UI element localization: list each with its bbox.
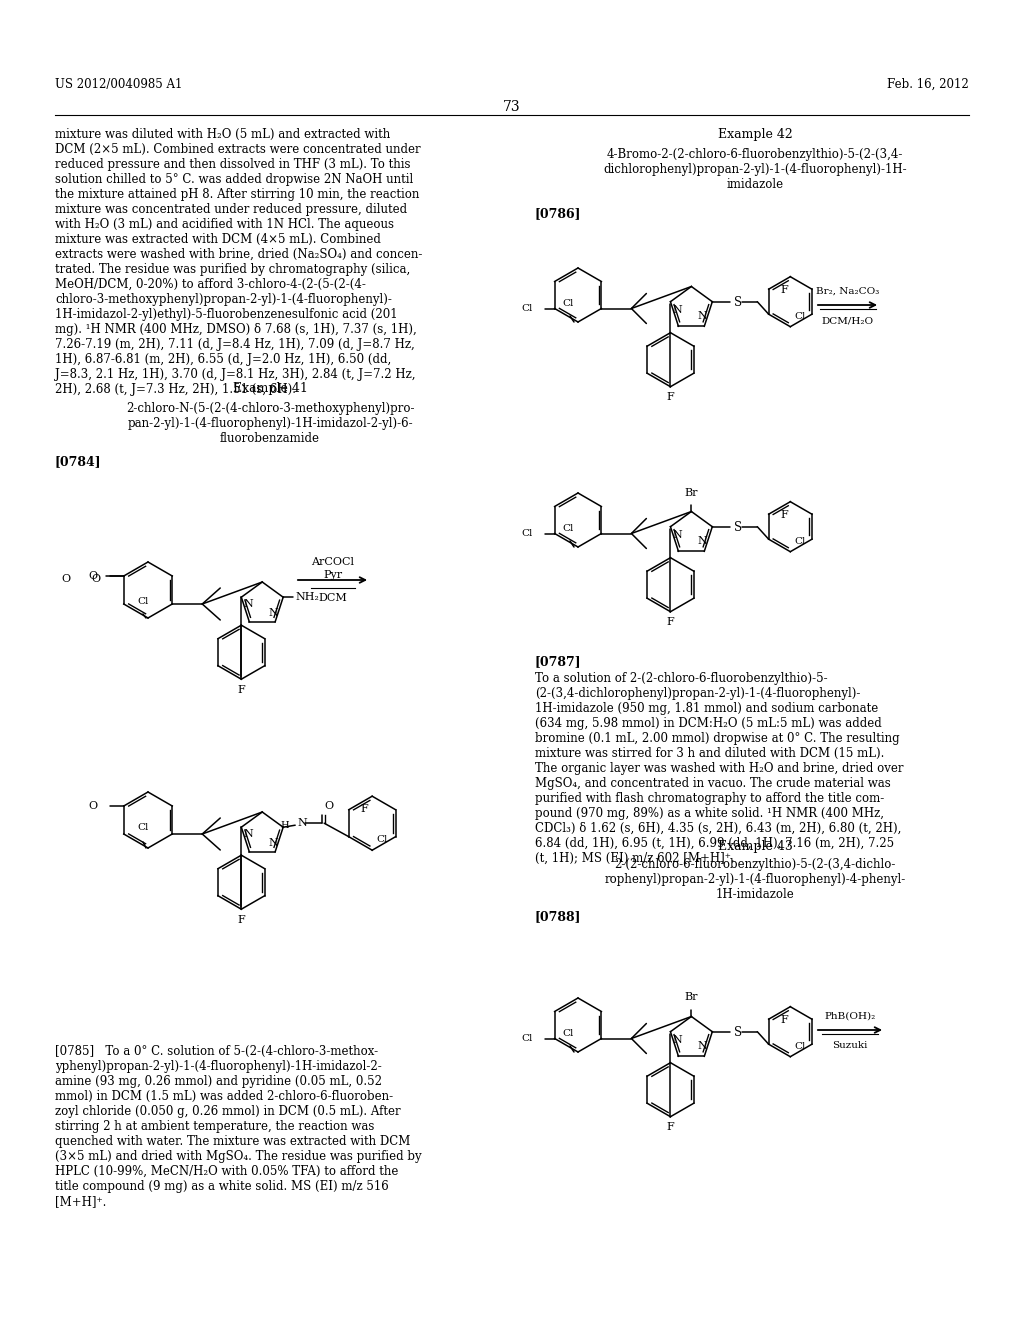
Text: N: N (673, 1035, 682, 1044)
Text: F: F (238, 915, 245, 925)
Text: S: S (734, 296, 742, 309)
Text: O: O (89, 801, 97, 810)
Text: [0786]: [0786] (535, 207, 582, 220)
Text: [0785]   To a 0° C. solution of 5-(2-(4-chloro-3-methox-
yphenyl)propan-2-yl)-1-: [0785] To a 0° C. solution of 5-(2-(4-ch… (55, 1045, 422, 1208)
Text: Suzuki: Suzuki (833, 1041, 867, 1051)
Text: Cl: Cl (521, 304, 532, 313)
Text: Br: Br (685, 487, 698, 498)
Text: PhB(OH)₂: PhB(OH)₂ (824, 1011, 876, 1020)
Text: F: F (780, 510, 788, 520)
Text: 73: 73 (503, 100, 521, 114)
Text: N: N (673, 529, 682, 540)
Text: N: N (697, 312, 708, 321)
Text: F: F (667, 616, 675, 627)
Text: N: N (697, 536, 708, 546)
Text: Cl: Cl (795, 537, 806, 545)
Text: H: H (281, 821, 289, 830)
Text: O: O (325, 801, 333, 812)
Text: Example 43: Example 43 (718, 840, 793, 853)
Text: F: F (238, 685, 245, 696)
Text: O: O (61, 574, 71, 583)
Text: Cl: Cl (562, 524, 573, 533)
Text: Cl: Cl (562, 300, 573, 308)
Text: N: N (268, 607, 279, 618)
Text: Cl: Cl (137, 822, 148, 832)
Text: Cl: Cl (521, 1034, 532, 1043)
Text: To a solution of 2-(2-chloro-6-fluorobenzylthio)-5-
(2-(3,4-dichlorophenyl)propa: To a solution of 2-(2-chloro-6-fluoroben… (535, 672, 903, 865)
Text: F: F (780, 1015, 788, 1024)
Text: N: N (673, 305, 682, 314)
Text: Feb. 16, 2012: Feb. 16, 2012 (887, 78, 969, 91)
Text: NH₂: NH₂ (295, 593, 319, 602)
Text: N: N (697, 1041, 708, 1051)
Text: Br: Br (685, 993, 698, 1002)
Text: F: F (360, 804, 369, 814)
Text: 2-chloro-N-(5-(2-(4-chloro-3-methoxyphenyl)pro-
pan-2-yl)-1-(4-fluorophenyl)-1H-: 2-chloro-N-(5-(2-(4-chloro-3-methoxyphen… (126, 403, 415, 445)
Text: Cl: Cl (376, 836, 387, 845)
Text: Cl: Cl (795, 312, 806, 321)
Text: N: N (244, 599, 253, 610)
Text: Cl: Cl (521, 529, 532, 539)
Text: Pyr: Pyr (323, 570, 342, 579)
Text: F: F (780, 285, 788, 294)
Text: ArCOCl: ArCOCl (311, 557, 354, 568)
Text: DCM/H₂O: DCM/H₂O (821, 317, 873, 326)
Text: US 2012/0040985 A1: US 2012/0040985 A1 (55, 78, 182, 91)
Text: DCM: DCM (318, 593, 347, 603)
Text: Cl: Cl (562, 1030, 573, 1038)
Text: [0787]: [0787] (535, 655, 582, 668)
Text: S: S (734, 521, 742, 535)
Text: N: N (244, 829, 253, 840)
Text: S: S (734, 1026, 742, 1039)
Text: O: O (91, 574, 100, 583)
Text: F: F (667, 392, 675, 401)
Text: Cl: Cl (795, 1041, 806, 1051)
Text: Example 41: Example 41 (232, 381, 307, 395)
Text: N: N (297, 818, 307, 828)
Text: [0788]: [0788] (535, 909, 582, 923)
Text: F: F (667, 1122, 675, 1131)
Text: Example 42: Example 42 (718, 128, 793, 141)
Text: 4-Bromo-2-(2-chloro-6-fluorobenzylthio)-5-(2-(3,4-
dichlorophenyl)propan-2-yl)-1: 4-Bromo-2-(2-chloro-6-fluorobenzylthio)-… (603, 148, 907, 191)
Text: Cl: Cl (137, 597, 148, 606)
Text: N: N (268, 838, 279, 847)
Text: O: O (89, 572, 97, 581)
Text: mixture was diluted with H₂O (5 mL) and extracted with
DCM (2×5 mL). Combined ex: mixture was diluted with H₂O (5 mL) and … (55, 128, 422, 396)
Text: 2-(2-chloro-6-fluorobenzylthio)-5-(2-(3,4-dichlo-
rophenyl)propan-2-yl)-1-(4-flu: 2-(2-chloro-6-fluorobenzylthio)-5-(2-(3,… (604, 858, 905, 902)
Text: [0784]: [0784] (55, 455, 101, 469)
Text: Br₂, Na₂CO₃: Br₂, Na₂CO₃ (816, 286, 880, 296)
